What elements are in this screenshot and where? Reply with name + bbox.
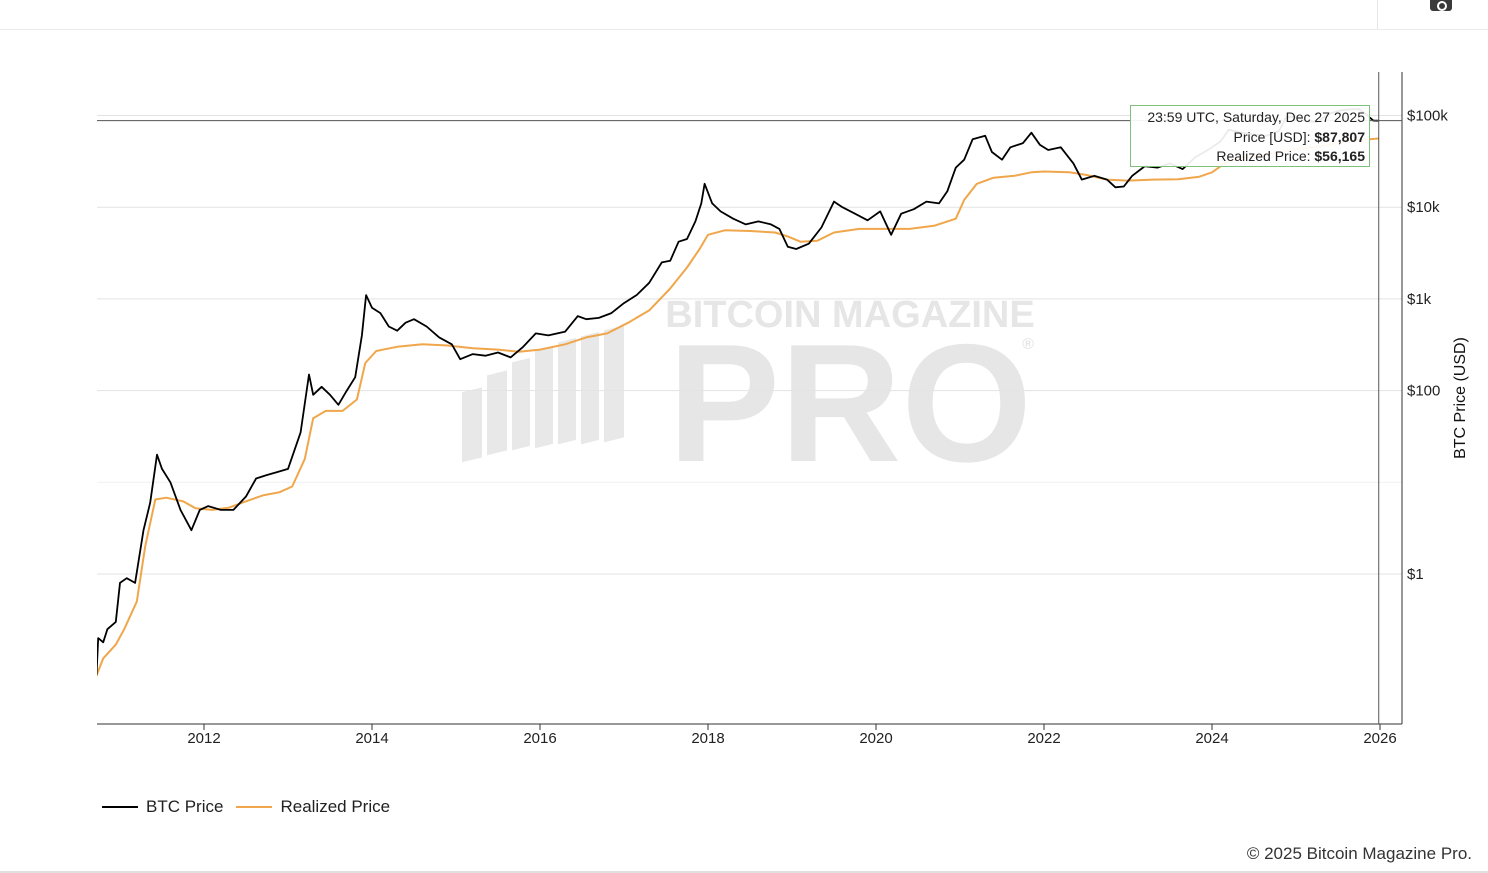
watermark-registered-mark: ®: [1022, 336, 1034, 353]
y-axis: $1 $100 $1k $10k $100k: [1407, 108, 1448, 584]
copyright-text: © 2025 Bitcoin Magazine Pro.: [1246, 844, 1472, 863]
x-tick-label: 2018: [691, 730, 724, 747]
watermark-logo-bar: [487, 370, 507, 456]
tooltip-timestamp: 23:59 UTC, Saturday, Dec 27 2025: [1147, 109, 1365, 125]
tooltip-price-row: Price [USD]: $87,807: [1135, 128, 1365, 148]
watermark-line1: BITCOIN MAGAZINE: [665, 294, 1034, 336]
x-tick-label: 2024: [1195, 730, 1228, 747]
top-toolbar: [0, 0, 1488, 30]
tooltip-realized-value: $56,165: [1314, 148, 1365, 164]
chart-tooltip: 23:59 UTC, Saturday, Dec 27 2025 Price […: [1130, 105, 1370, 167]
watermark-line2: PRO: [668, 309, 1032, 497]
y-tick-label: $100k: [1407, 108, 1448, 125]
series-line-btc-price: [97, 108, 1379, 676]
y-axis-title: BTC Price (USD): [1452, 337, 1469, 459]
legend-item-btc-price[interactable]: BTC Price: [102, 797, 223, 817]
watermark-logo-bar: [512, 357, 530, 451]
toolbar-divider: [1377, 0, 1378, 29]
y-tick-label: $100: [1407, 383, 1440, 400]
watermark-logo-bar: [462, 387, 482, 463]
legend-swatch-btc-price: [102, 806, 138, 808]
x-tick-label: 2016: [523, 730, 556, 747]
legend-label-btc-price: BTC Price: [146, 797, 224, 816]
tooltip-price-label: Price [USD]:: [1233, 128, 1311, 145]
watermark-logo-bar: [581, 331, 599, 445]
series-line-realized-price: [97, 137, 1379, 678]
tooltip-realized-label: Realized Price:: [1216, 148, 1311, 164]
x-tick-label: 2020: [859, 730, 892, 747]
x-tick-label: 2014: [355, 730, 388, 747]
x-axis: 2012 2014 2016 2018 2020 2022 2024 2026: [187, 724, 1397, 747]
legend-item-realized-price[interactable]: Realized Price: [236, 797, 390, 817]
y-tick-label: $1k: [1407, 291, 1432, 308]
y-tick-label: $10k: [1407, 199, 1440, 216]
tooltip-price-value: $87,807: [1314, 128, 1365, 145]
plot-frame: [97, 72, 1403, 725]
watermark-logo-bar: [535, 345, 553, 449]
x-tick-label: 2022: [1027, 730, 1060, 747]
y-tick-label: $1: [1407, 566, 1424, 583]
watermark-logo-bar: [558, 337, 576, 445]
legend-swatch-realized-price: [236, 806, 273, 808]
bottom-divider: [0, 871, 1488, 873]
legend-label-realized-price: Realized Price: [280, 797, 391, 816]
camera-icon[interactable]: [1430, 0, 1452, 11]
chart-legend: BTC Price Realized Price: [102, 797, 403, 817]
x-tick-label: 2026: [1363, 730, 1396, 747]
watermark-logo-bar: [604, 325, 624, 443]
tooltip-realized-row: Realized Price: $56,165: [1135, 147, 1365, 167]
x-tick-label: 2012: [187, 730, 220, 747]
